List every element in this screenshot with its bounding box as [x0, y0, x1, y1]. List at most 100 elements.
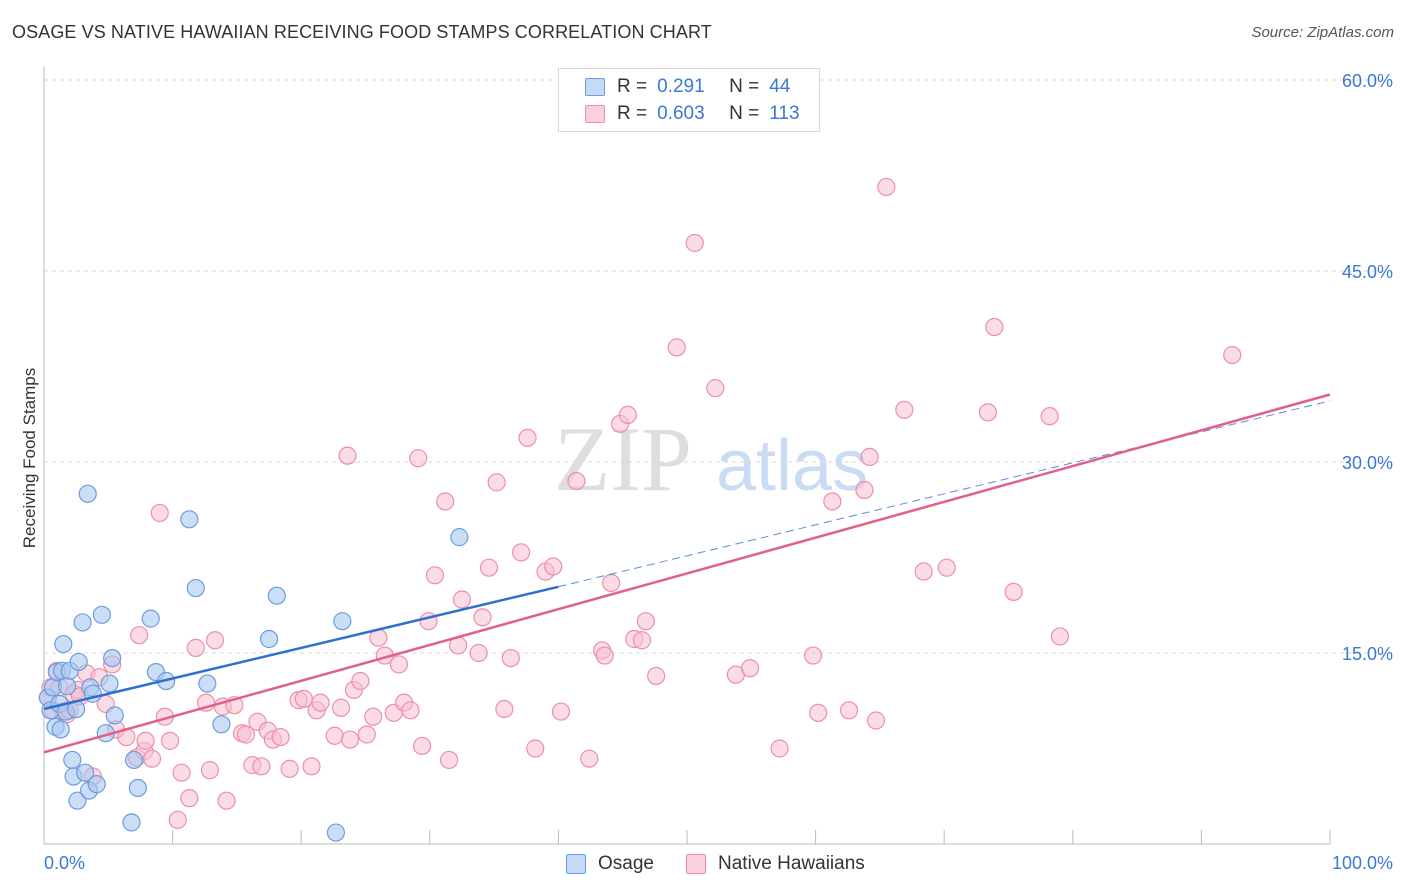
osage-point	[105, 706, 124, 725]
native-hawaiians-point	[636, 612, 655, 631]
native-hawaiians-points	[38, 177, 1242, 829]
legend-item-osage: Osage	[566, 852, 654, 876]
r-label: R =	[617, 103, 648, 124]
osage-point	[103, 648, 122, 668]
native-hawaiians-point	[1040, 407, 1059, 426]
native-hawaiians-point	[180, 789, 199, 808]
native-hawaiians-point	[518, 428, 537, 447]
correlation-legend: R = 0.291 N = 44 R = 0.603 N = 113	[558, 68, 820, 132]
osage-point	[73, 613, 92, 632]
osage-swatch	[585, 78, 605, 96]
native-hawaiians-point	[823, 492, 842, 511]
native-hawaiians-point	[647, 666, 666, 686]
native-hawaiians-point	[706, 379, 725, 398]
native-hawaiians-point	[469, 643, 488, 663]
native-hawaiians-point	[130, 626, 149, 645]
osage-trend-extension	[558, 400, 1331, 588]
legend-item-native-hawaiians: Native Hawaiians	[686, 852, 865, 876]
native-hawaiians-point	[551, 702, 571, 721]
native-hawaiians-point	[839, 701, 859, 720]
native-hawaiians-point	[567, 472, 586, 491]
osage-points	[38, 484, 469, 842]
native-hawaiians-point	[439, 750, 459, 770]
native-hawaiians-point	[487, 473, 506, 492]
native-hawaiians-point	[160, 731, 180, 750]
hawaiian-swatch	[585, 105, 605, 123]
osage-point	[326, 823, 346, 842]
legend-label-native-hawaiians: Native Hawaiians	[718, 853, 865, 874]
osage-point	[76, 763, 95, 782]
y-tick-label: 30.0%	[1342, 453, 1393, 473]
native-hawaiians-point	[740, 659, 760, 678]
native-hawaiians-point	[602, 573, 621, 593]
osage-point	[259, 629, 279, 649]
native-hawaiians-point	[142, 749, 162, 768]
native-hawaiians-point	[401, 701, 420, 720]
native-hawaiians-point	[479, 558, 499, 577]
native-hawaiians-point	[855, 480, 874, 500]
native-hawaiians-point	[580, 749, 599, 768]
osage-swatch	[566, 854, 586, 874]
native-hawaiians-point	[205, 631, 225, 650]
native-hawaiians-point	[685, 233, 704, 253]
r-label: R =	[617, 76, 648, 97]
native-hawaiians-point	[412, 736, 432, 756]
osage-point	[212, 715, 231, 734]
native-hawaiians-point	[1050, 627, 1070, 646]
native-hawaiians-point	[425, 566, 445, 585]
native-hawaiians-point	[526, 739, 545, 758]
n-label: N =	[729, 103, 760, 124]
native-hawaiians-point	[389, 655, 409, 674]
legend-label-osage: Osage	[598, 853, 654, 874]
native-hawaiians-point	[331, 698, 351, 717]
watermark-atlas: atlas	[716, 426, 868, 506]
osage-point	[128, 778, 147, 798]
native-hawaiians-point	[271, 727, 290, 747]
native-hawaiians-point	[860, 447, 879, 467]
chart-title: OSAGE VS NATIVE HAWAIIAN RECEIVING FOOD …	[12, 22, 712, 42]
native-hawaiians-point	[803, 646, 823, 665]
legend-row-hawaiian: R = 0.603 N = 113	[585, 103, 800, 125]
native-hawaiians-point	[512, 543, 531, 562]
osage-point	[186, 578, 205, 598]
osage-point	[122, 813, 141, 832]
native-hawaiians-point	[252, 757, 271, 776]
native-hawaiians-point	[877, 177, 896, 197]
osage-point	[51, 720, 70, 739]
native-hawaiians-point	[895, 400, 914, 419]
tick-labels: 15.0% 30.0% 45.0% 60.0% 0.0% 100.0%	[44, 71, 1393, 873]
y-tick-label: 15.0%	[1342, 644, 1393, 664]
native-hawaiians-point	[172, 763, 191, 782]
osage-point	[78, 484, 97, 503]
grid	[44, 79, 1392, 654]
native-hawaiians-point	[436, 492, 455, 511]
native-hawaiians-point	[338, 446, 357, 465]
osage-point	[333, 612, 352, 631]
native-hawaiians-point	[618, 405, 637, 424]
chart-source: Source: ZipAtlas.com	[1251, 24, 1394, 41]
osage-point	[58, 677, 77, 696]
native-hawaiians-point	[473, 608, 492, 627]
native-hawaiians-point	[136, 731, 155, 750]
native-hawaiians-point	[544, 557, 563, 576]
native-hawaiians-point	[364, 707, 383, 726]
native-hawaiians-point	[236, 725, 256, 744]
native-hawaiians-point	[186, 638, 205, 658]
native-hawaiians-point	[914, 562, 933, 581]
native-hawaiians-point	[325, 726, 344, 745]
native-hawaiians-point	[632, 631, 652, 650]
native-hawaiians-point	[978, 403, 998, 422]
osage-point	[267, 586, 286, 605]
native-hawaiians-point	[809, 703, 828, 722]
native-hawaiians-point	[340, 730, 360, 749]
trend-lines	[43, 393, 1331, 754]
native-hawaiians-point	[866, 711, 886, 730]
native-hawaiians-point	[595, 646, 614, 665]
y-tick-label: 60.0%	[1342, 71, 1393, 91]
y-tick-label: 45.0%	[1342, 262, 1393, 282]
native-hawaiians-point	[667, 338, 686, 357]
native-hawaiians-point	[452, 590, 472, 609]
r-value: 0.291	[657, 76, 705, 97]
native-hawaiians-point	[357, 725, 376, 744]
osage-point	[100, 674, 119, 693]
